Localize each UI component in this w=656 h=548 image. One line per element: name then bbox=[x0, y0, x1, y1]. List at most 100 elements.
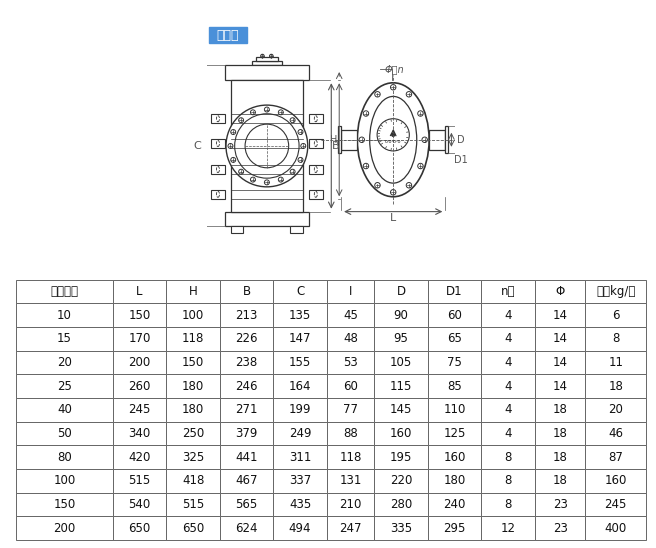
Bar bbox=[375, 398, 428, 421]
Bar bbox=[113, 445, 167, 469]
Bar bbox=[167, 469, 220, 493]
Circle shape bbox=[235, 114, 299, 178]
Bar bbox=[16, 398, 113, 421]
Text: C: C bbox=[296, 285, 304, 298]
Text: 46: 46 bbox=[608, 427, 623, 440]
Bar bbox=[428, 303, 482, 327]
Text: 8: 8 bbox=[504, 498, 512, 511]
Text: 565: 565 bbox=[236, 498, 258, 511]
Circle shape bbox=[278, 177, 283, 182]
Bar bbox=[113, 327, 167, 351]
Bar bbox=[167, 421, 220, 445]
Ellipse shape bbox=[358, 83, 429, 197]
Bar bbox=[113, 303, 167, 327]
Circle shape bbox=[418, 111, 423, 116]
Text: 88: 88 bbox=[343, 427, 358, 440]
Ellipse shape bbox=[370, 96, 417, 183]
Bar bbox=[375, 327, 428, 351]
Bar bbox=[428, 469, 482, 493]
Bar bbox=[482, 398, 535, 421]
Bar bbox=[428, 493, 482, 516]
Bar bbox=[535, 351, 585, 374]
Bar bbox=[274, 279, 327, 303]
Bar bbox=[231, 81, 303, 212]
Circle shape bbox=[264, 180, 270, 185]
Bar bbox=[428, 374, 482, 398]
Text: 131: 131 bbox=[339, 474, 361, 487]
Text: 90: 90 bbox=[394, 309, 409, 322]
Text: 12: 12 bbox=[501, 522, 516, 534]
Bar bbox=[375, 303, 428, 327]
Circle shape bbox=[264, 107, 270, 112]
Bar bbox=[428, 279, 482, 303]
Ellipse shape bbox=[216, 116, 220, 122]
Bar bbox=[585, 493, 646, 516]
Bar bbox=[309, 139, 323, 148]
Text: 4: 4 bbox=[504, 356, 512, 369]
Bar bbox=[309, 115, 323, 123]
Text: 226: 226 bbox=[236, 332, 258, 345]
Bar bbox=[309, 190, 323, 198]
Bar bbox=[16, 469, 113, 493]
Circle shape bbox=[245, 124, 289, 168]
Bar bbox=[428, 516, 482, 540]
Text: 467: 467 bbox=[236, 474, 258, 487]
Circle shape bbox=[290, 118, 295, 123]
Bar bbox=[167, 445, 220, 469]
Ellipse shape bbox=[216, 191, 220, 197]
Bar bbox=[220, 445, 274, 469]
Text: 180: 180 bbox=[182, 403, 204, 416]
Circle shape bbox=[418, 163, 423, 169]
Text: 195: 195 bbox=[390, 450, 413, 464]
Bar bbox=[220, 351, 274, 374]
Text: Φ－n: Φ－n bbox=[384, 64, 404, 74]
Text: 60: 60 bbox=[343, 380, 358, 392]
Bar bbox=[16, 445, 113, 469]
Bar bbox=[482, 303, 535, 327]
Text: 40: 40 bbox=[57, 403, 72, 416]
Text: 125: 125 bbox=[443, 427, 466, 440]
Bar bbox=[16, 327, 113, 351]
Bar bbox=[585, 445, 646, 469]
Bar bbox=[211, 190, 225, 198]
Bar bbox=[482, 351, 535, 374]
Bar bbox=[274, 303, 327, 327]
Bar bbox=[220, 279, 274, 303]
Bar bbox=[429, 130, 445, 150]
Bar bbox=[327, 279, 375, 303]
Bar bbox=[535, 469, 585, 493]
Ellipse shape bbox=[216, 140, 220, 146]
Text: 48: 48 bbox=[343, 332, 358, 345]
Text: C: C bbox=[194, 141, 201, 151]
Bar bbox=[585, 469, 646, 493]
Bar bbox=[220, 469, 274, 493]
Bar bbox=[252, 61, 281, 65]
Bar bbox=[482, 493, 535, 516]
Bar bbox=[327, 303, 375, 327]
Bar bbox=[482, 469, 535, 493]
Bar bbox=[585, 398, 646, 421]
Bar bbox=[338, 126, 341, 153]
Text: Φ: Φ bbox=[556, 285, 565, 298]
Text: 8: 8 bbox=[612, 332, 619, 345]
Text: 180: 180 bbox=[443, 474, 466, 487]
Bar bbox=[327, 469, 375, 493]
Bar bbox=[16, 303, 113, 327]
Circle shape bbox=[298, 129, 303, 134]
Circle shape bbox=[390, 190, 396, 195]
Text: 295: 295 bbox=[443, 522, 466, 534]
Bar bbox=[220, 374, 274, 398]
Text: 4: 4 bbox=[504, 332, 512, 345]
Circle shape bbox=[239, 118, 243, 123]
Circle shape bbox=[406, 92, 412, 97]
Bar bbox=[113, 279, 167, 303]
Text: 170: 170 bbox=[129, 332, 151, 345]
Bar bbox=[585, 303, 646, 327]
Text: 624: 624 bbox=[236, 522, 258, 534]
Ellipse shape bbox=[314, 167, 318, 173]
Circle shape bbox=[377, 119, 409, 151]
Text: 18: 18 bbox=[608, 380, 623, 392]
Bar bbox=[327, 493, 375, 516]
Bar bbox=[445, 126, 448, 153]
Text: 15: 15 bbox=[57, 332, 72, 345]
